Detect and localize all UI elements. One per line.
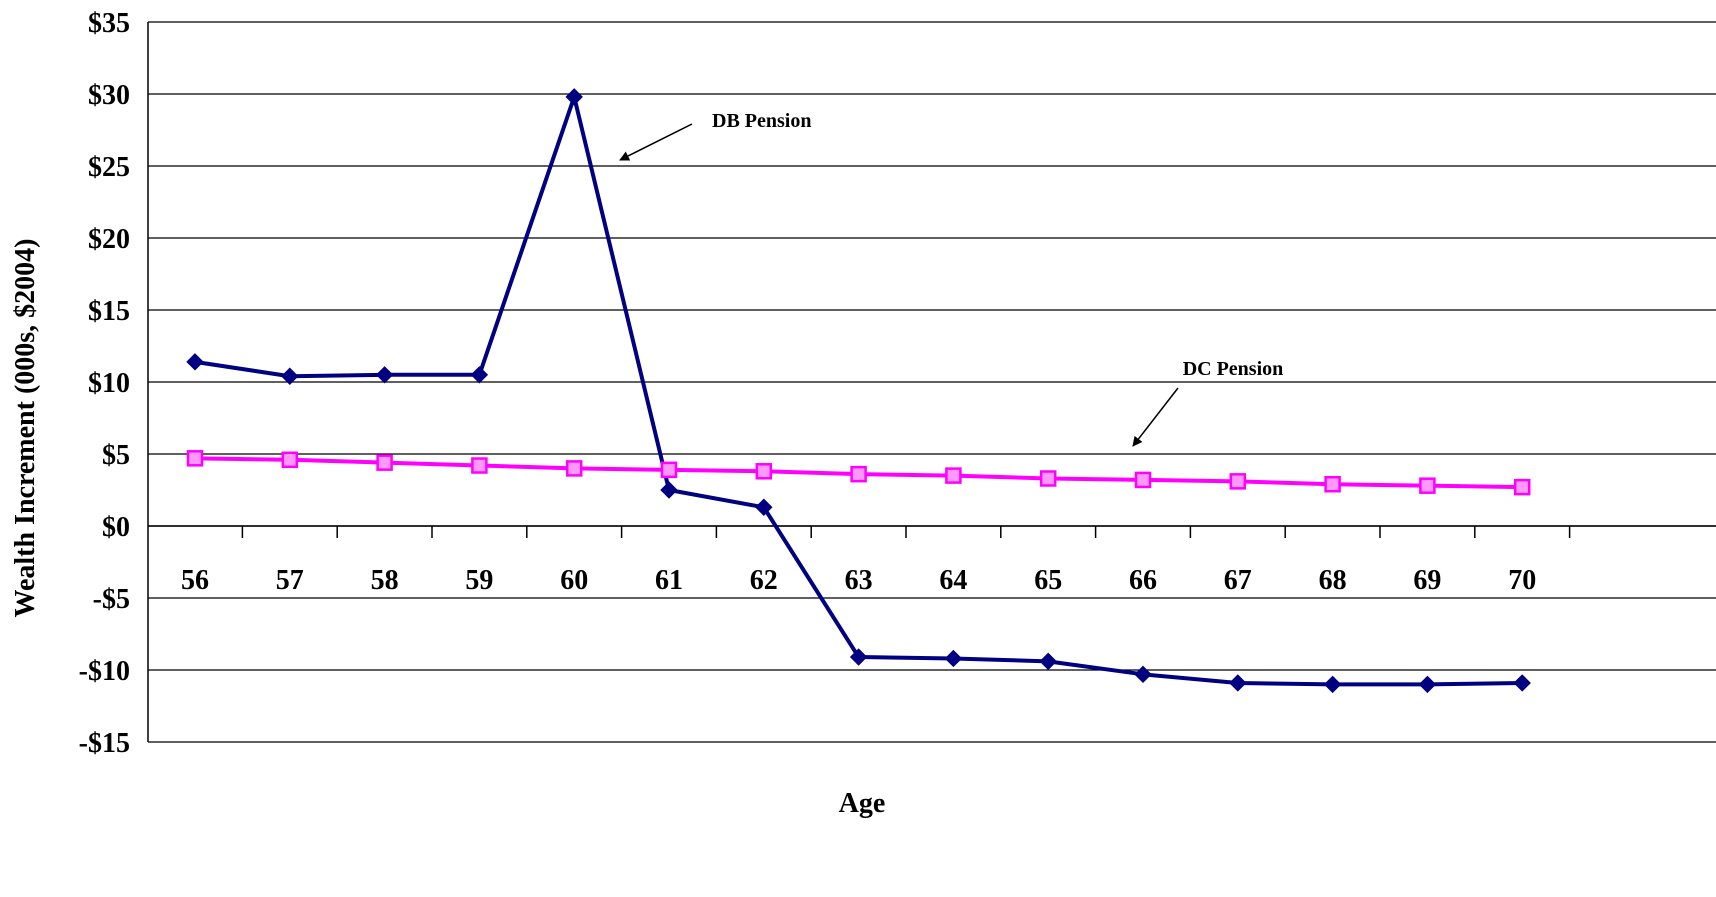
data-point: [850, 465, 867, 483]
x-tick-label: 56: [181, 565, 209, 596]
y-tick-label: $0: [102, 512, 130, 543]
x-tick-label: 60: [560, 565, 588, 596]
data-point: [1039, 652, 1057, 671]
x-tick-label: 65: [1034, 565, 1062, 596]
series-layer: [186, 88, 1531, 694]
x-tick-label: 63: [845, 565, 873, 596]
x-tick-label: 67: [1224, 565, 1252, 596]
data-point: [945, 467, 962, 484]
data-point: [471, 457, 488, 474]
data-point: [470, 366, 489, 384]
data-point: [186, 353, 204, 371]
x-tick-label: 64: [939, 565, 967, 596]
x-axis: [148, 525, 1716, 538]
data-point: [944, 649, 963, 668]
data-point: [375, 366, 394, 384]
data-point: [1134, 471, 1152, 489]
data-point: [1418, 675, 1437, 694]
grid-lines: [148, 21, 1716, 743]
y-axis-tick-labels: $35 $30 $25 $20 $15 $10 $5 $0 -$5 -$10 -$15: [79, 8, 130, 759]
x-tick-label: 69: [1413, 565, 1441, 596]
annotation-label: DC Pension: [1183, 358, 1284, 380]
data-point: [1039, 470, 1057, 487]
data-point: [565, 88, 583, 106]
data-point: [849, 648, 868, 666]
data-point: [376, 454, 393, 471]
data-point: [1229, 473, 1247, 490]
data-point: [1419, 477, 1436, 494]
annotation: DC Pension: [1132, 358, 1284, 447]
data-point: [1513, 478, 1531, 496]
x-tick-label: 59: [465, 565, 493, 596]
annotation-arrow: [1132, 387, 1179, 447]
data-point: [186, 450, 204, 467]
series-dc-pension: [186, 450, 1531, 496]
annotation-label: DB Pension: [712, 110, 811, 132]
data-point: [1323, 675, 1342, 694]
annotations: DB Pension DC Pension: [619, 110, 1284, 447]
data-point: [281, 367, 299, 385]
series-line: [194, 94, 1523, 687]
y-tick-label: $30: [88, 80, 130, 111]
data-point: [755, 498, 773, 516]
x-tick-label: 57: [276, 565, 304, 596]
y-tick-label: $5: [102, 440, 130, 471]
series-db-pension: [186, 88, 1531, 694]
y-axis-title: Wealth Increment (000s, $2004): [10, 239, 41, 618]
x-tick-label: 61: [655, 565, 683, 596]
data-point: [1513, 674, 1531, 692]
data-point: [1229, 674, 1247, 692]
x-tick-label: 58: [371, 565, 399, 596]
y-tick-label: $35: [88, 8, 130, 39]
data-point: [660, 461, 678, 479]
data-point: [281, 451, 299, 469]
y-tick-label: $15: [88, 296, 130, 327]
data-point: [565, 460, 583, 477]
y-tick-label: $10: [88, 368, 130, 399]
x-tick-label: 68: [1319, 565, 1347, 596]
y-tick-label: -$15: [79, 728, 130, 759]
y-tick-label: -$10: [79, 656, 130, 687]
data-point: [755, 463, 773, 480]
data-point: [660, 481, 678, 499]
x-axis-title: Age: [839, 788, 886, 819]
annotation-arrow: [619, 123, 693, 161]
x-tick-label: 62: [750, 565, 778, 596]
x-axis-tick-labels: 56 57 58 59 60 61 62 63 64 65 66 67 68 69 70: [181, 565, 1536, 596]
x-tick-label: 66: [1129, 565, 1157, 596]
data-point: [1324, 475, 1341, 493]
x-tick-label: 70: [1508, 565, 1536, 596]
y-tick-label: $20: [88, 224, 130, 255]
y-tick-label: -$5: [93, 584, 130, 615]
annotation: DB Pension: [619, 110, 811, 161]
y-tick-label: $25: [88, 152, 130, 183]
data-point: [1134, 665, 1152, 684]
